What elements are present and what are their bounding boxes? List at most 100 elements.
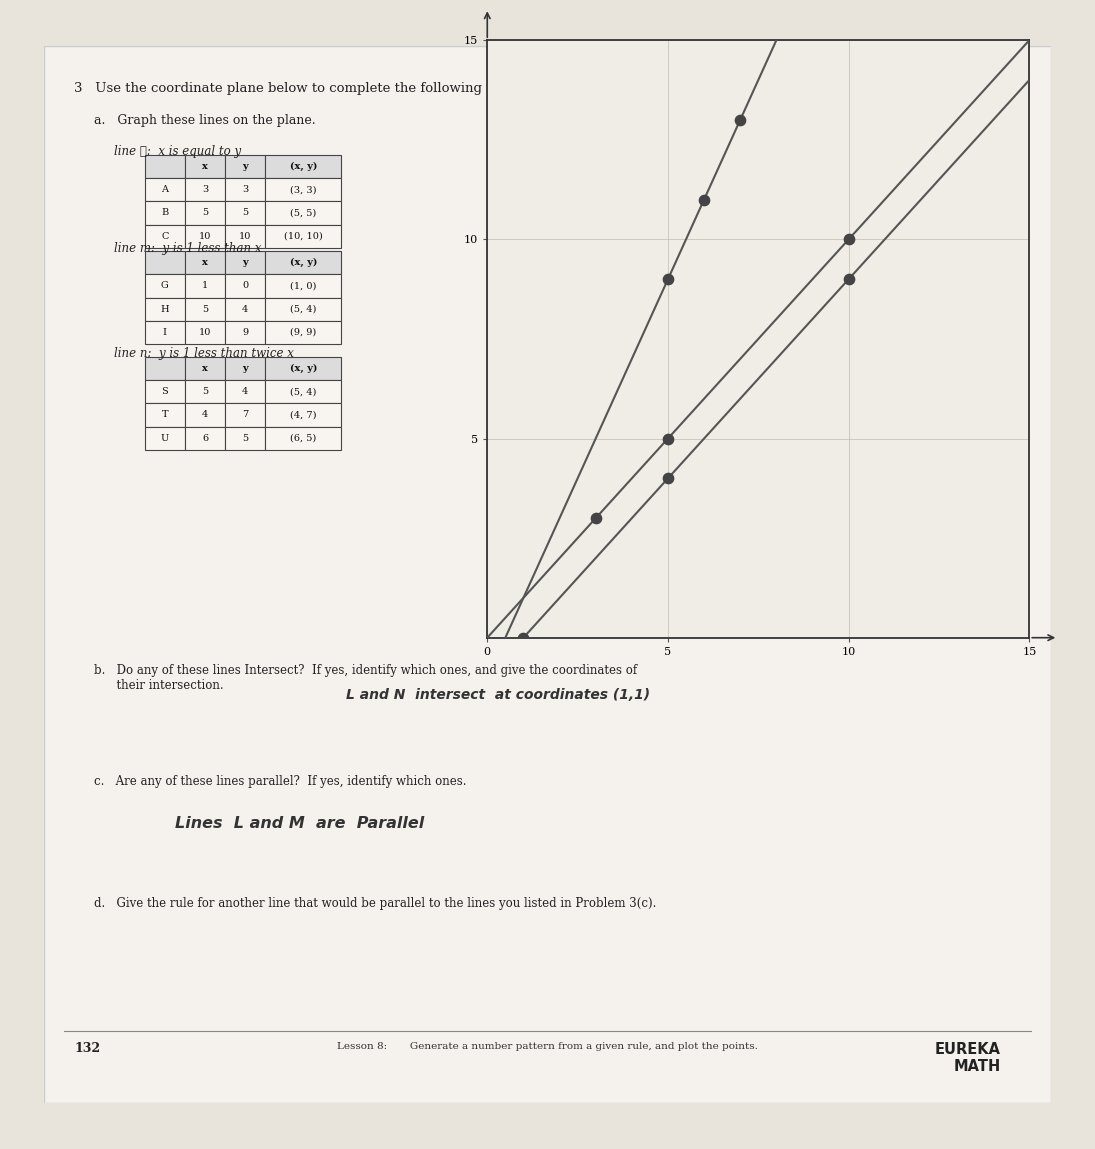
Bar: [265, 321, 341, 344]
Bar: [185, 356, 226, 380]
Bar: [265, 356, 341, 380]
Bar: [226, 201, 265, 224]
Text: line ℓ:  x is equal to y: line ℓ: x is equal to y: [114, 145, 241, 159]
Bar: [145, 155, 185, 178]
Text: (6, 5): (6, 5): [290, 433, 316, 442]
Point: [659, 469, 677, 487]
Bar: [226, 275, 265, 298]
Text: 1: 1: [201, 282, 208, 291]
Bar: [226, 426, 265, 449]
Text: (5, 4): (5, 4): [290, 304, 316, 314]
Bar: [265, 403, 341, 426]
Bar: [226, 250, 265, 275]
Text: 0: 0: [242, 282, 249, 291]
Text: C: C: [161, 232, 169, 241]
Text: a.   Graph these lines on the plane.: a. Graph these lines on the plane.: [94, 114, 315, 126]
Text: G: G: [161, 282, 169, 291]
Bar: [145, 356, 185, 380]
Text: (10, 10): (10, 10): [284, 232, 323, 241]
Text: 10: 10: [199, 232, 211, 241]
Text: 9: 9: [242, 327, 249, 337]
Bar: [185, 178, 226, 201]
Text: L and N  intersect  at coordinates (1,1): L and N intersect at coordinates (1,1): [346, 687, 650, 702]
Text: I: I: [163, 327, 166, 337]
Text: d.   Give the rule for another line that would be parallel to the lines you list: d. Give the rule for another line that w…: [94, 897, 657, 910]
Point: [659, 430, 677, 448]
Text: y: y: [242, 162, 249, 171]
Text: 5: 5: [242, 433, 249, 442]
Text: Lines  L and M  are  Parallel: Lines L and M are Parallel: [175, 816, 424, 831]
Point: [695, 191, 713, 209]
Text: x: x: [203, 162, 208, 171]
Text: line m:  y is 1 less than x: line m: y is 1 less than x: [114, 241, 262, 255]
Point: [840, 230, 857, 248]
Point: [731, 110, 749, 129]
Text: b.   Do any of these lines Intersect?  If yes, identify which ones, and give the: b. Do any of these lines Intersect? If y…: [94, 664, 637, 693]
Bar: [185, 380, 226, 403]
Text: 132: 132: [74, 1042, 100, 1055]
Bar: [226, 403, 265, 426]
Text: 4: 4: [242, 304, 249, 314]
Bar: [265, 275, 341, 298]
Text: 4: 4: [242, 387, 249, 396]
Text: y: y: [242, 364, 249, 373]
Bar: [226, 155, 265, 178]
Text: (x, y): (x, y): [289, 162, 316, 171]
Text: 5: 5: [242, 208, 249, 217]
Text: 5: 5: [201, 208, 208, 217]
Text: 7: 7: [242, 410, 249, 419]
Text: B: B: [161, 208, 169, 217]
Text: (5, 4): (5, 4): [290, 387, 316, 396]
Text: (9, 9): (9, 9): [290, 327, 316, 337]
Text: U: U: [161, 433, 169, 442]
Bar: [145, 426, 185, 449]
Text: (x, y): (x, y): [289, 364, 316, 373]
Bar: [265, 380, 341, 403]
Bar: [226, 224, 265, 248]
Text: 3: 3: [201, 185, 208, 194]
Text: 5: 5: [201, 304, 208, 314]
Text: (3, 3): (3, 3): [290, 185, 316, 194]
Text: 5: 5: [201, 387, 208, 396]
Bar: [185, 201, 226, 224]
Bar: [145, 321, 185, 344]
Text: S: S: [161, 387, 168, 396]
Bar: [226, 356, 265, 380]
Point: [515, 629, 532, 647]
Text: 3: 3: [242, 185, 249, 194]
Bar: [265, 250, 341, 275]
Bar: [226, 380, 265, 403]
Bar: [265, 298, 341, 321]
Text: A: A: [161, 185, 169, 194]
Point: [659, 270, 677, 288]
Bar: [145, 403, 185, 426]
Point: [587, 509, 604, 527]
Bar: [185, 426, 226, 449]
Bar: [185, 321, 226, 344]
Bar: [185, 275, 226, 298]
Text: EUREKA
MATH: EUREKA MATH: [935, 1042, 1001, 1074]
Point: [840, 270, 857, 288]
Text: line n:  y is 1 less than twice x: line n: y is 1 less than twice x: [114, 347, 295, 361]
Bar: [265, 178, 341, 201]
Text: (x, y): (x, y): [289, 259, 316, 268]
Bar: [226, 321, 265, 344]
Bar: [145, 380, 185, 403]
Text: (4, 7): (4, 7): [290, 410, 316, 419]
Bar: [185, 155, 226, 178]
Text: 10: 10: [239, 232, 252, 241]
Text: Lesson 8:       Generate a number pattern from a given rule, and plot the points: Lesson 8: Generate a number pattern from…: [337, 1042, 758, 1050]
Text: 4: 4: [201, 410, 208, 419]
Bar: [265, 155, 341, 178]
Bar: [145, 224, 185, 248]
Text: 10: 10: [199, 327, 211, 337]
Text: x: x: [203, 364, 208, 373]
Bar: [185, 250, 226, 275]
Text: T: T: [161, 410, 168, 419]
Text: y: y: [242, 259, 249, 268]
Bar: [265, 201, 341, 224]
Text: 3   Use the coordinate plane below to complete the following tasks.: 3 Use the coordinate plane below to comp…: [74, 82, 526, 95]
Text: c.   Are any of these lines parallel?  If yes, identify which ones.: c. Are any of these lines parallel? If y…: [94, 776, 466, 788]
Text: H: H: [160, 304, 169, 314]
Bar: [265, 224, 341, 248]
